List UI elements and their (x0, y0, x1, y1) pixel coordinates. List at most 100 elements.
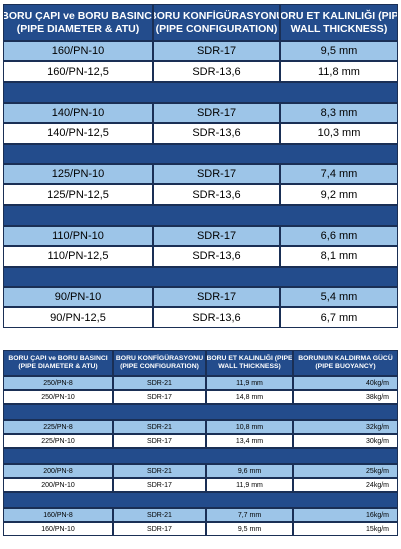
data-cell: 14,8 mm (206, 390, 293, 404)
data-cell: 30kg/m (293, 434, 398, 448)
data-cell: 160/PN-10 (3, 522, 113, 536)
data-cell: 16kg/m (293, 508, 398, 522)
cell-text: SDR-17 (196, 45, 237, 57)
cell-text: 160/PN-10 (51, 45, 105, 57)
cell-text: 9,2 mm (320, 188, 358, 201)
separator-row (3, 205, 398, 226)
data-cell: SDR-17 (153, 41, 280, 61)
data-cell: 11,9 mm (206, 478, 293, 492)
data-cell: SDR-17 (153, 287, 280, 307)
data-cell: 11,8 mm (280, 61, 398, 82)
data-cell: SDR-13,6 (153, 245, 280, 267)
data-cell: SDR-21 (113, 508, 206, 522)
cell-text: 160/PN-8 (43, 511, 73, 519)
data-cell: 110/PN-12,5 (3, 245, 153, 267)
cell-text: SDR-13,6 (192, 250, 241, 262)
data-cell: 10,3 mm (280, 122, 398, 144)
cell-text: 200/PN-8 (43, 467, 73, 475)
data-cell: SDR-17 (113, 434, 206, 448)
cell-text: WALL THICKNESS) (218, 363, 281, 370)
separator-row (3, 492, 398, 508)
data-cell: 13,4 mm (206, 434, 293, 448)
data-cell: 9,5 mm (280, 41, 398, 61)
cell-text: SDR-13,6 (192, 65, 241, 78)
cell-text: 32kg/m (366, 423, 389, 431)
cell-text: 24kg/m (366, 481, 389, 489)
cell-text: BORU KONFİGÜRASYONU (153, 9, 280, 22)
cell-text: 11,9 mm (236, 481, 263, 489)
data-cell: 40kg/m (293, 376, 398, 390)
data-cell: SDR-13,6 (153, 122, 280, 144)
data-cell: 8,1 mm (280, 245, 398, 267)
cell-text: SDR-21 (147, 467, 172, 475)
data-cell: 90/PN-10 (3, 287, 153, 307)
cell-text: SDR-17 (196, 229, 237, 242)
cell-text: SDR-13,6 (192, 188, 241, 201)
cell-text: 250/PN-10 (41, 393, 75, 401)
data-cell: 7,4 mm (280, 164, 398, 184)
cell-text: SDR-17 (196, 291, 237, 303)
cell-text: BORU ET KALINLIĞI (PIPE (280, 9, 398, 22)
header-cell: BORU ÇAPI ve BORU BASINCI (PIPE DIAMETER … (3, 350, 113, 376)
separator-row (3, 404, 398, 420)
cell-text: SDR-17 (147, 525, 172, 533)
cell-text: 6,6 mm (320, 229, 358, 242)
data-cell: 9,2 mm (280, 184, 398, 205)
cell-text: 225/PN-8 (43, 423, 73, 431)
data-cell: 5,4 mm (280, 287, 398, 307)
header-cell: BORU ÇAPI ve BORU BASINCI (PIPE DIAMETER … (3, 4, 153, 41)
cell-text: BORU ET KALINLIĞI (PIPE (206, 354, 293, 362)
cell-text: 9,5 mm (320, 45, 358, 57)
cell-text: SDR-17 (147, 481, 172, 489)
data-cell: 32kg/m (293, 420, 398, 434)
data-cell: SDR-17 (113, 390, 206, 404)
data-cell: SDR-21 (113, 420, 206, 434)
cell-text: 5,4 mm (320, 291, 358, 303)
cell-text: 160/PN-12,5 (47, 65, 109, 78)
data-cell: 10,8 mm (206, 420, 293, 434)
cell-text: 14,8 mm (235, 393, 264, 401)
cell-text: 125/PN-12,5 (47, 188, 109, 201)
data-cell: SDR-17 (153, 164, 280, 184)
data-cell: 250/PN-10 (3, 390, 113, 404)
data-cell: 9,5 mm (206, 522, 293, 536)
data-cell: 11,9 mm (206, 376, 293, 390)
cell-text: 8,1 mm (320, 250, 358, 262)
data-cell: 225/PN-10 (3, 434, 113, 448)
cell-text: 15kg/m (366, 525, 389, 533)
cell-text: WALL THICKNESS) (290, 22, 388, 35)
data-cell: SDR-17 (113, 478, 206, 492)
data-cell: 6,7 mm (280, 307, 398, 328)
data-cell: 6,6 mm (280, 225, 398, 246)
cell-text: BORU ÇAPI ve BORU BASINCI (8, 354, 108, 362)
data-cell: 160/PN-8 (3, 508, 113, 522)
cell-text: BORUNUN KALDIRMA GÜCÜ (298, 354, 393, 362)
cell-text: SDR-13,6 (192, 311, 241, 324)
data-cell: 160/PN-12,5 (3, 61, 153, 82)
cell-text: 110/PN-10 (52, 229, 104, 242)
data-cell: 200/PN-8 (3, 464, 113, 478)
cell-text: SDR-21 (147, 423, 172, 431)
header-cell: BORU KONFİGÜRASYONU (PIPE CONFIGURATION) (153, 4, 280, 41)
cell-text: 11,8 mm (318, 65, 360, 78)
cell-text: SDR-17 (147, 393, 172, 401)
cell-text: SDR-13,6 (192, 127, 241, 139)
data-cell: SDR-17 (113, 522, 206, 536)
cell-text: 110/PN-12,5 (47, 250, 109, 262)
cell-text: 90/PN-12,5 (50, 311, 106, 324)
data-cell: 140/PN-12,5 (3, 122, 153, 144)
cell-text: 10,8 mm (235, 423, 264, 431)
cell-text: 40kg/m (366, 379, 389, 387)
separator-row (3, 448, 398, 464)
cell-text: SDR-21 (147, 511, 172, 519)
data-cell: 25kg/m (293, 464, 398, 478)
data-cell: 250/PN-8 (3, 376, 113, 390)
data-cell: 125/PN-12,5 (3, 184, 153, 205)
cell-text: 90/PN-10 (54, 291, 102, 303)
data-cell: 125/PN-10 (3, 164, 153, 184)
cell-text: 8,3 mm (320, 106, 358, 119)
cell-text: 13,4 mm (235, 437, 264, 445)
cell-text: 160/PN-10 (41, 525, 75, 533)
cell-text: (PIPE BUOYANCY) (315, 363, 376, 370)
